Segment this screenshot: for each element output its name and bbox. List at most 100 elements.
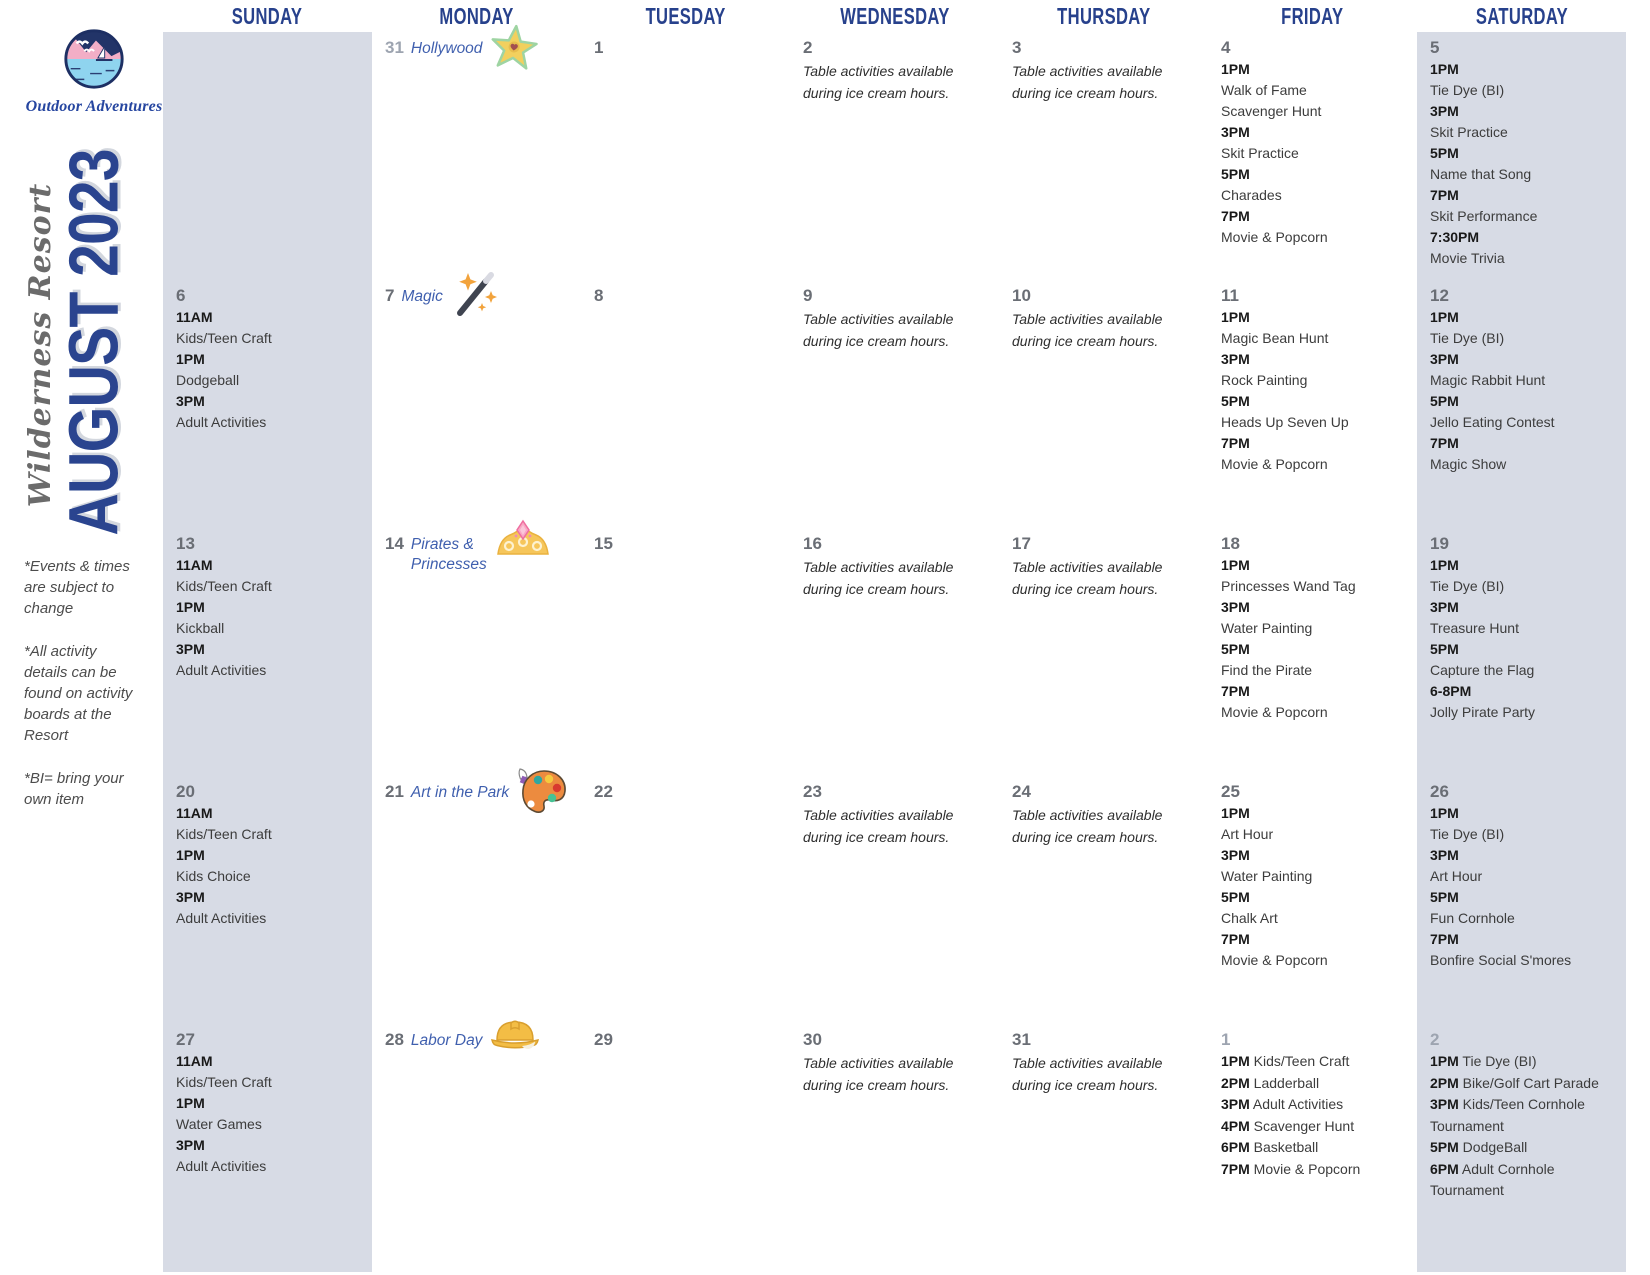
event-entry: 3PM Adult Activities bbox=[1221, 1096, 1344, 1112]
event-list: 1PM Princesses Wand Tag 3PM Water Painting 5… bbox=[1221, 555, 1409, 723]
event-title: Movie & Popcorn bbox=[1221, 704, 1328, 720]
cell-header: 22 bbox=[594, 781, 782, 802]
event-title: Name that Song bbox=[1430, 166, 1532, 182]
event-time: 1PM bbox=[176, 351, 205, 367]
day-number: 6 bbox=[176, 286, 186, 305]
logo-caption: Outdoor Adventures bbox=[25, 98, 163, 115]
cell-header: 9 bbox=[803, 285, 991, 306]
event-time: 7PM bbox=[1430, 931, 1459, 947]
cell-header: 13 bbox=[176, 533, 364, 554]
event-time: 11AM bbox=[176, 805, 213, 821]
ice-cream-note: Table activities available during ice cr… bbox=[1012, 807, 1163, 845]
weekday-header-tuesday: TUESDAY bbox=[645, 3, 726, 29]
event-title: Tie Dye (BI) bbox=[1430, 578, 1505, 594]
day-cell-r2-mon-7: 7 Magic bbox=[372, 272, 581, 528]
event-title: Movie & Popcorn bbox=[1221, 456, 1328, 472]
day-number: 18 bbox=[1221, 534, 1240, 553]
ice-cream-note: Table activities available during ice cr… bbox=[803, 311, 954, 349]
event-title: Kids/Teen Craft bbox=[176, 826, 272, 842]
day-cell-r4-fri-25: 25 1PM Art Hour 3PM Water Painting 5PM Chalk A… bbox=[1208, 776, 1417, 1024]
day-number: 31 bbox=[1012, 1030, 1031, 1049]
cell-header: 3 bbox=[1012, 37, 1200, 58]
event-time: 3PM bbox=[1221, 847, 1250, 863]
day-cell-r5-sat-2: 2 1PM Tie Dye (BI) 2PM Bike/Golf Cart Para… bbox=[1417, 1024, 1626, 1272]
event-title: Kids/Teen Craft bbox=[176, 1074, 272, 1090]
theme-label: Art in the Park bbox=[410, 784, 510, 801]
event-title: Chalk Art bbox=[1221, 910, 1278, 926]
cell-header: 25 bbox=[1221, 781, 1409, 802]
day-cell-r5-thu-31: 31 Table activities available during ice … bbox=[999, 1024, 1208, 1272]
day-number: 11 bbox=[1221, 286, 1239, 305]
event-title: Water Painting bbox=[1221, 620, 1313, 636]
cell-header: 14 Pirates & Princesses bbox=[385, 519, 573, 575]
day-number: 2 bbox=[1430, 1030, 1440, 1049]
event-title: Heads Up Seven Up bbox=[1221, 414, 1349, 430]
day-cell-r2-sun-6: 6 11AM Kids/Teen Craft 1PM Dodgeball 3PM Adult… bbox=[163, 280, 372, 528]
event-title: Find the Pirate bbox=[1221, 662, 1313, 678]
event-title: Jolly Pirate Party bbox=[1430, 704, 1536, 720]
event-time: 1PM bbox=[1221, 309, 1250, 325]
event-title: Tie Dye (BI) bbox=[1430, 82, 1505, 98]
cell-header: 11 bbox=[1221, 285, 1409, 306]
day-cell-r1-tue-1: 1 bbox=[581, 32, 790, 280]
event-title: Skit Performance bbox=[1430, 208, 1538, 224]
event-title: Movie & Popcorn bbox=[1221, 229, 1328, 245]
day-cell-r4-sun-20: 20 11AM Kids/Teen Craft 1PM Kids Choice 3PM Ad… bbox=[163, 776, 372, 1024]
weekday-header-friday: FRIDAY bbox=[1281, 3, 1344, 29]
day-cell-r2-fri-11: 11 1PM Magic Bean Hunt 3PM Rock Painting 5PM H… bbox=[1208, 280, 1417, 528]
event-title: Adult Activities bbox=[176, 1158, 267, 1174]
day-number: 1 bbox=[1221, 1030, 1231, 1049]
day-cell-r3-thu-17: 17 Table activities available during ice … bbox=[999, 528, 1208, 776]
cell-header: 1 bbox=[1221, 1029, 1409, 1050]
event-list: 1PM Tie Dye (BI) 3PM Skit Practice 5PM Name t… bbox=[1430, 59, 1618, 269]
cell-header: 2 bbox=[1430, 1029, 1618, 1050]
theme-label: Labor Day bbox=[410, 1032, 483, 1049]
note-activity-boards: *All activity details can be found on ac… bbox=[24, 643, 133, 744]
event-time: 7PM bbox=[1221, 683, 1250, 699]
theme-label: Pirates & Princesses bbox=[410, 536, 487, 573]
note-events-disclaimer: *Events & times are subject to change bbox=[24, 558, 130, 617]
event-time: 7:30PM bbox=[1430, 229, 1480, 245]
event-time: 5PM bbox=[1221, 166, 1250, 182]
event-time: 1PM bbox=[1221, 805, 1250, 821]
event-entry: 6PM Basketball bbox=[1221, 1139, 1319, 1155]
cell-header: 10 bbox=[1012, 285, 1200, 306]
event-entry: 1PM Tie Dye (BI) bbox=[1430, 1053, 1537, 1069]
day-number: 10 bbox=[1012, 286, 1031, 305]
day-cell-r5-mon-28: 28 Labor Day bbox=[372, 1020, 581, 1272]
sidebar-notes: *Events & times are subject to change *A… bbox=[24, 556, 142, 832]
event-title: Rock Painting bbox=[1221, 372, 1308, 388]
day-number: 28 bbox=[385, 1030, 404, 1049]
event-entry: 7PM Movie & Popcorn bbox=[1221, 1160, 1361, 1177]
theme-label: Hollywood bbox=[410, 40, 483, 57]
event-title: Princesses Wand Tag bbox=[1221, 578, 1356, 594]
day-cell-r2-tue-8: 8 bbox=[581, 280, 790, 528]
day-cell-r1-fri-4: 4 1PM Walk of Fame Scavenger Hunt 3PM Skit P… bbox=[1208, 32, 1417, 280]
event-entry: 2PM Bike/Golf Cart Parade bbox=[1430, 1074, 1599, 1091]
event-time: 3PM bbox=[176, 1137, 205, 1153]
day-cell-r5-wed-30: 30 Table activities available during ice … bbox=[790, 1024, 999, 1272]
event-entry: 5PM DodgeBall bbox=[1430, 1139, 1528, 1155]
event-time: 3PM bbox=[1221, 1096, 1250, 1112]
resort-logo-icon bbox=[61, 29, 127, 96]
event-entry: 1PM Kids/Teen Craft bbox=[1221, 1053, 1350, 1069]
cell-header: 18 bbox=[1221, 533, 1409, 554]
cell-header: 1 bbox=[594, 37, 782, 58]
ice-cream-note: Table activities available during ice cr… bbox=[803, 63, 954, 101]
day-number: 29 bbox=[594, 1030, 613, 1049]
day-cell-r3-sat-19: 19 1PM Tie Dye (BI) 3PM Treasure Hunt 5PM Capt… bbox=[1417, 528, 1626, 776]
event-time: 3PM bbox=[176, 393, 205, 409]
event-title: Dodgeball bbox=[176, 372, 240, 388]
event-time: 3PM bbox=[1221, 599, 1250, 615]
ice-cream-note: Table activities available during ice cr… bbox=[1012, 311, 1163, 349]
event-entry: 6PM Adult Cornhole Tournament bbox=[1430, 1160, 1555, 1199]
event-title: Art Hour bbox=[1430, 868, 1483, 884]
event-list: 1PM Tie Dye (BI) 3PM Magic Rabbit Hunt 5PM Je… bbox=[1430, 307, 1618, 475]
cell-header: 31 Hollywood bbox=[385, 24, 573, 73]
day-cell-r4-sat-26: 26 1PM Tie Dye (BI) 3PM Art Hour 5PM Fun Cornh… bbox=[1417, 776, 1626, 1024]
event-time: 1PM bbox=[1430, 805, 1459, 821]
event-time: 1PM bbox=[176, 847, 205, 863]
event-title: Charades bbox=[1221, 187, 1282, 203]
event-title: Bonfire Social S'mores bbox=[1430, 952, 1572, 968]
